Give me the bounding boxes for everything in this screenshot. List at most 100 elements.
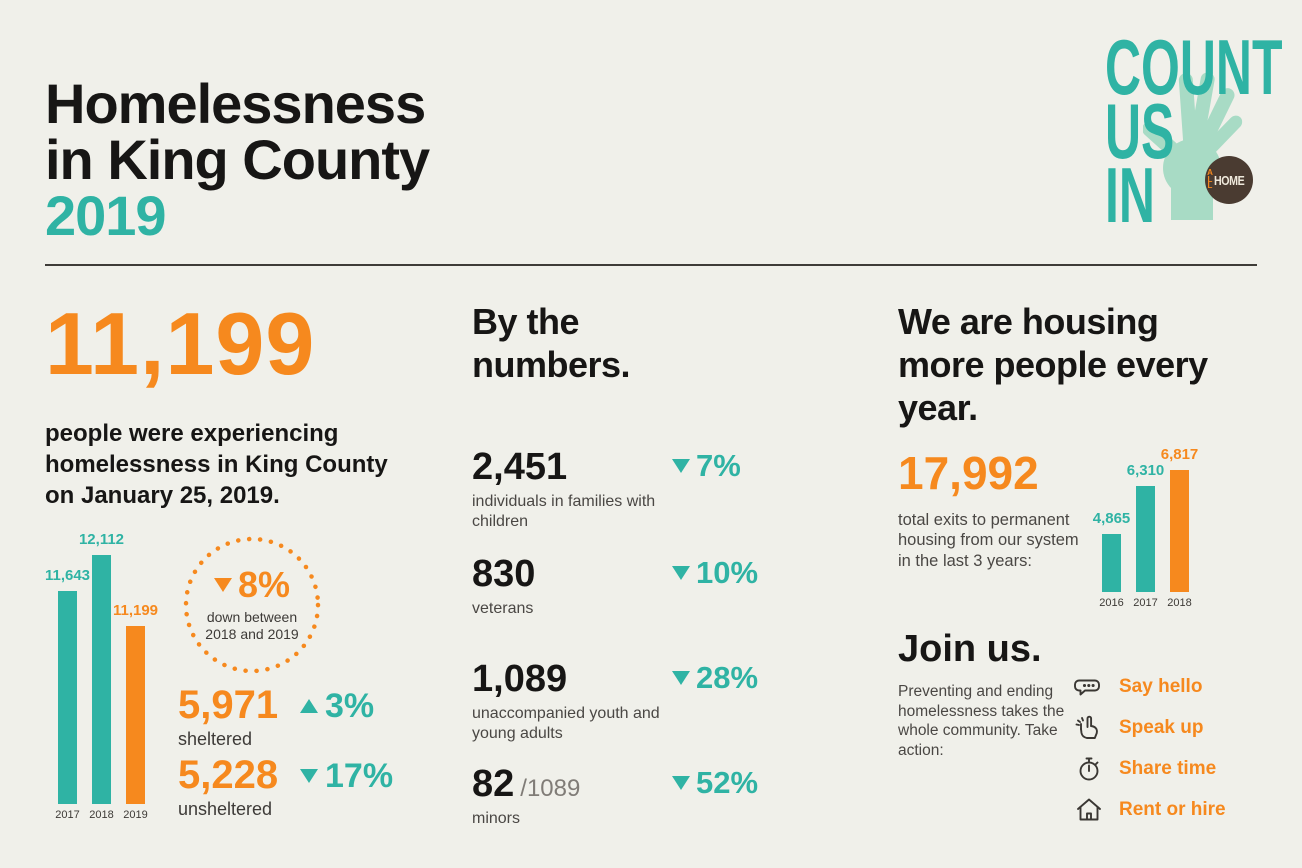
action-say-hello: Say hello [1074, 672, 1226, 702]
sheltered-stat: 5,971 sheltered 3% [178, 685, 458, 750]
bar-value-label: 4,865 [1092, 510, 1131, 527]
triangle-down-icon [672, 458, 690, 473]
stat-pct: 7% [672, 450, 741, 481]
stat-minors: 82/1089 minors 52% [472, 765, 802, 829]
bar-value-label: 12,112 [78, 531, 125, 548]
stat-value: 1,089 [472, 658, 568, 700]
bar-year-label: 2017 [55, 809, 80, 821]
stat-pct-value: 28% [696, 660, 759, 695]
bar-rect [1102, 534, 1121, 592]
unsheltered-label: unsheltered [178, 799, 273, 819]
bar-year-label: 2018 [89, 809, 114, 821]
action-speak-up: Speak up [1074, 713, 1226, 743]
sheltered-label: sheltered [178, 729, 253, 749]
bar-2018: 6,817 2018 [1161, 446, 1199, 609]
logo-word-in: IN [1105, 151, 1155, 239]
dotted-circle-icon [183, 536, 321, 674]
total-count: 11,199 [45, 294, 316, 393]
badge-home-text: HOME [1213, 172, 1245, 188]
page-title: Homelessness in King County 2019 [45, 75, 430, 247]
stat-pct: 10% [672, 557, 758, 588]
bar-rect [1136, 486, 1155, 592]
title-line-1: Homelessness [45, 71, 426, 135]
bar-rect [58, 591, 77, 804]
unsheltered-pct: 17% [300, 759, 393, 793]
bar-2017: 6,310 2017 [1127, 462, 1165, 609]
bar-value-label: 11,643 [44, 567, 91, 584]
triangle-down-icon [672, 565, 690, 580]
bar-2016: 4,865 2016 [1093, 467, 1131, 609]
action-label: Rent or hire [1119, 799, 1226, 820]
triangle-down-icon [672, 670, 690, 685]
stat-pct-value: 10% [696, 555, 759, 590]
change-badge: 8% down between 2018 and 2019 [181, 534, 323, 676]
right-heading: We are housing more people every year. [898, 301, 1208, 429]
left-column: 11,199 people were experiencing homeless… [45, 300, 455, 845]
stat-suffix: /1089 [520, 775, 581, 802]
action-label: Share time [1119, 758, 1217, 779]
triangle-down-icon [213, 577, 232, 592]
all-home-badge: A L L HOME [1205, 156, 1253, 204]
action-share-time: Share time [1074, 754, 1226, 784]
logo-word-us: US [1105, 87, 1175, 175]
stat-veterans: 830 veterans 10% [472, 555, 802, 619]
bar-rect [126, 626, 145, 804]
change-caption: down between 2018 and 2019 [205, 608, 299, 643]
stat-pct: 28% [672, 662, 758, 693]
exits-by-year-chart: 4,865 2016 6,310 2017 6,817 2018 [1093, 446, 1199, 609]
sheltered-pct-value: 3% [325, 687, 375, 725]
house-icon [1077, 798, 1101, 821]
sheltered-pct: 3% [300, 689, 374, 723]
count-us-in-logo: COUNT US IN A L L HOME [1105, 28, 1282, 234]
bar-rect [1170, 470, 1189, 592]
total-count-caption: people were experiencing homelessness in… [45, 420, 388, 510]
bar-value-label: 6,817 [1160, 446, 1199, 463]
join-text: Preventing and ending homelessness takes… [898, 683, 1065, 759]
bar-2018: 12,112 2018 [79, 531, 124, 821]
triangle-down-icon [300, 769, 318, 783]
stat-pct: 52% [672, 767, 758, 798]
join-heading: Join us. [898, 628, 1042, 670]
stat-label: veterans [472, 600, 534, 617]
action-label: Speak up [1119, 717, 1204, 738]
title-line-2: in King County [45, 127, 430, 191]
logo-word-count: COUNT [1105, 23, 1283, 111]
stat-value: 82/1089 [472, 763, 581, 805]
bar-year-label: 2016 [1099, 597, 1124, 609]
stat-label: unaccompanied youth and young adults [472, 705, 660, 742]
actions-list: Say hello Speak up Share time [1074, 672, 1226, 825]
badge-all-text: A L L [1207, 167, 1213, 191]
change-pct-value: 8% [237, 563, 291, 605]
triangle-up-icon [300, 699, 318, 713]
middle-heading: By the numbers. [472, 301, 631, 386]
title-year: 2019 [45, 183, 167, 247]
sheltered-value: 5,971 [178, 683, 279, 727]
triangle-down-icon [672, 775, 690, 790]
stat-youth: 1,089 unaccompanied youth and young adul… [472, 660, 802, 744]
exits-total: 17,992 [898, 447, 1039, 499]
stat-families: 2,451 individuals in families with child… [472, 448, 802, 532]
stat-value: 2,451 [472, 446, 568, 488]
bar-year-label: 2018 [1167, 597, 1192, 609]
action-rent-or-hire: Rent or hire [1074, 795, 1226, 825]
stat-value: 830 [472, 553, 536, 595]
unsheltered-stat: 5,228 unsheltered 17% [178, 755, 458, 820]
action-label: Say hello [1119, 676, 1203, 697]
divider-line [45, 264, 1257, 266]
bar-2017: 11,643 2017 [45, 552, 90, 821]
bar-rect [92, 555, 111, 804]
stat-label: minors [472, 810, 521, 827]
middle-column: By the numbers. 2,451 individuals in fam… [472, 300, 802, 845]
stat-label: individuals in families with children [472, 493, 656, 530]
chat-bubble-icon [1074, 679, 1100, 696]
homeless-by-year-chart: 11,643 2017 12,112 2018 11,199 2019 [45, 531, 158, 821]
bar-value-label: 6,310 [1126, 462, 1165, 479]
stat-pct-value: 7% [696, 448, 741, 483]
raised-hand-icon [1075, 715, 1098, 739]
stat-pct-value: 52% [696, 765, 759, 800]
bar-year-label: 2017 [1133, 597, 1158, 609]
unsheltered-value: 5,228 [178, 753, 279, 797]
bar-2019: 11,199 2019 [113, 552, 158, 821]
stopwatch-icon [1079, 757, 1099, 781]
